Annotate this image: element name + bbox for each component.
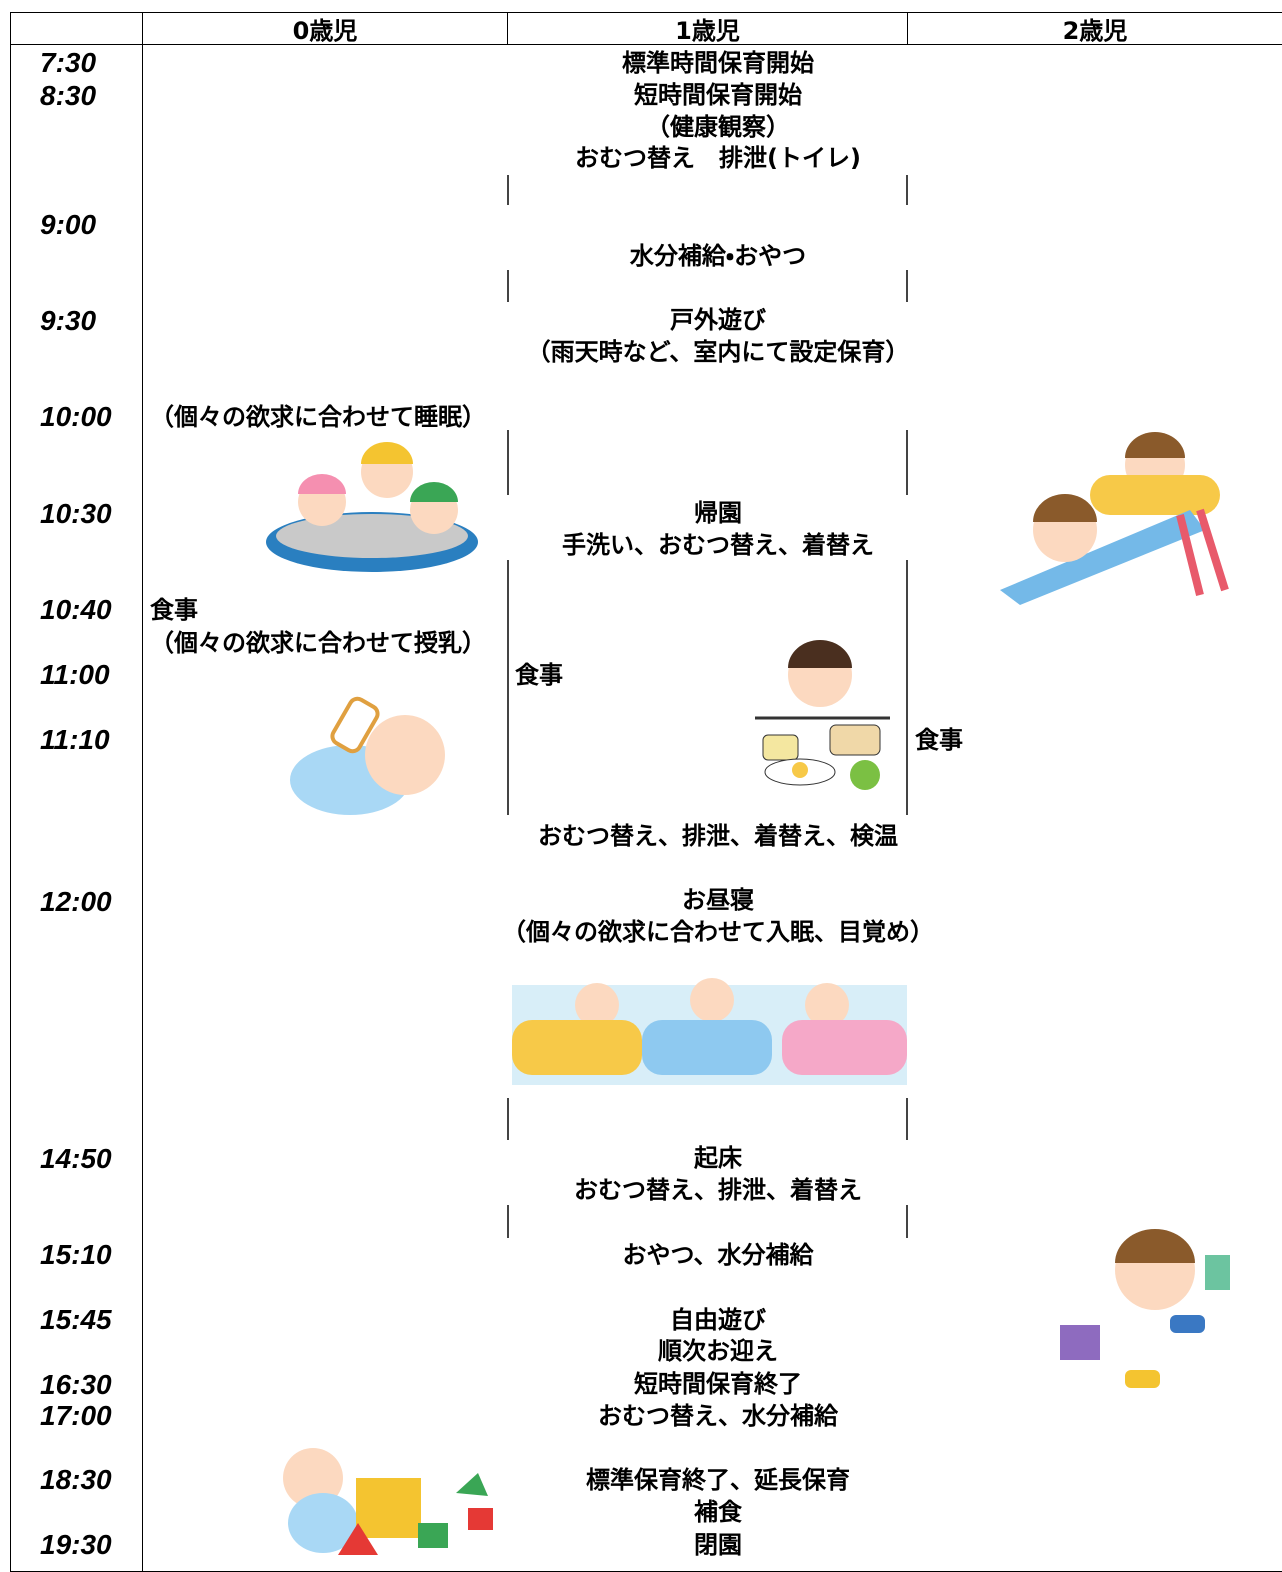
age2-note: 食事 — [915, 726, 963, 754]
column-separator — [507, 1205, 509, 1238]
time-label: 11:10 — [40, 724, 110, 755]
age0-note: 食事 — [150, 596, 198, 624]
sandbox-illustration — [266, 442, 478, 572]
activity: 短時間保育終了 — [634, 1370, 802, 1398]
activity: （雨天時など、室内にて設定保育） — [526, 338, 910, 366]
column-separator — [906, 270, 908, 302]
time-label: 15:45 — [40, 1304, 112, 1335]
activity: おむつ替え、排泄、着替え、検温 — [538, 822, 898, 850]
column-separator — [507, 560, 509, 815]
activity: 補食 — [694, 1498, 742, 1526]
toys-illustration — [283, 1448, 493, 1555]
time-label: 9:30 — [40, 305, 97, 336]
activity: おむつ替え、排泄、着替え — [574, 1176, 862, 1204]
time-label: 12:00 — [40, 886, 112, 917]
column-separator — [906, 175, 908, 205]
time-label: 10:30 — [40, 498, 112, 529]
column-separator — [906, 560, 908, 815]
time-label: 16:30 — [40, 1369, 112, 1400]
activity: 自由遊び — [670, 1306, 766, 1334]
activity: おむつ替え 排泄(トイレ) — [575, 144, 861, 172]
column-separator — [507, 1098, 509, 1140]
time-label: 11:00 — [40, 659, 110, 690]
activity: おむつ替え、水分補給 — [598, 1402, 838, 1430]
activity: 水分補給・おやつ — [629, 242, 807, 270]
time-label: 17:00 — [40, 1400, 112, 1431]
column-separator — [906, 430, 908, 495]
column-header: 2歳児 — [907, 12, 1282, 45]
column-header: 0歳児 — [142, 12, 507, 45]
activity: （個々の欲求に合わせて入眠、目覚め） — [502, 918, 934, 946]
time-label: 10:00 — [40, 401, 112, 432]
time-label: 14:50 — [40, 1143, 112, 1174]
activity: 順次お迎え — [658, 1337, 778, 1365]
time-label: 8:30 — [40, 80, 97, 111]
column-header: 1歳児 — [507, 12, 907, 45]
activity: 起床 — [694, 1144, 742, 1172]
time-column-rule — [142, 12, 143, 1572]
activity: 標準時間保育開始 — [622, 49, 814, 77]
meal-illustration — [755, 640, 890, 790]
activity: 帰園 — [694, 499, 742, 527]
time-label: 18:30 — [40, 1464, 112, 1495]
activity: 標準保育終了、延長保育 — [586, 1466, 850, 1494]
column-separator — [906, 1098, 908, 1140]
column-separator — [507, 430, 509, 495]
time-label: 9:00 — [40, 209, 97, 240]
column-separator — [507, 270, 509, 302]
age0-note: （個々の欲求に合わせて授乳） — [150, 629, 486, 657]
age1-note: 食事 — [515, 661, 563, 689]
nap-illustration — [512, 978, 907, 1085]
slide-illustration — [1000, 432, 1229, 605]
age0-note: （個々の欲求に合わせて睡眠） — [150, 403, 486, 431]
time-label: 15:10 — [40, 1239, 112, 1270]
column-separator — [906, 1205, 908, 1238]
time-label: 7:30 — [40, 47, 97, 78]
time-label: 19:30 — [40, 1529, 112, 1560]
toy-car-illustration — [1060, 1229, 1230, 1388]
header-rule — [10, 44, 1282, 45]
baby-bottle-illustration — [290, 696, 445, 815]
column-separator — [507, 175, 509, 205]
activity: おやつ、水分補給 — [622, 1241, 814, 1269]
activity: 戸外遊び — [670, 306, 766, 334]
activity: 短時間保育開始 — [634, 81, 802, 109]
activity: お昼寝 — [682, 886, 754, 914]
activity: 閉園 — [694, 1531, 742, 1559]
activity: 手洗い、おむつ替え、着替え — [562, 531, 874, 559]
time-label: 10:40 — [40, 594, 112, 625]
activity: （健康観察） — [646, 113, 790, 141]
